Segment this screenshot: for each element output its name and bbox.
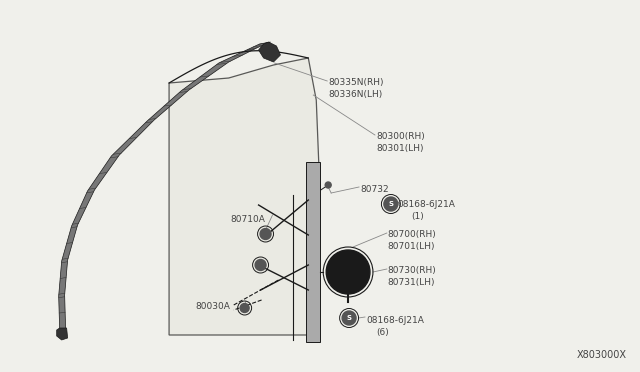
Polygon shape	[307, 162, 320, 342]
Circle shape	[260, 228, 271, 240]
Circle shape	[342, 311, 356, 325]
Text: X803000X: X803000X	[577, 350, 627, 360]
Text: 80335N(RH): 80335N(RH)	[328, 78, 384, 87]
Text: 80700(RH): 80700(RH)	[388, 230, 436, 239]
Text: 80336N(LH): 80336N(LH)	[328, 90, 383, 99]
Text: 80710A: 80710A	[231, 215, 266, 224]
Text: S: S	[347, 315, 351, 321]
Text: 80301(LH): 80301(LH)	[376, 144, 424, 153]
Text: (1): (1)	[412, 212, 424, 221]
Text: 80030A: 80030A	[195, 302, 230, 311]
Text: 08168-6J21A: 08168-6J21A	[366, 316, 424, 325]
Polygon shape	[59, 42, 271, 330]
Polygon shape	[57, 328, 68, 340]
Circle shape	[326, 250, 370, 294]
Text: 80731(LH): 80731(LH)	[388, 278, 435, 287]
Polygon shape	[259, 42, 280, 62]
Text: 80732: 80732	[360, 185, 388, 194]
Text: 80730(RH): 80730(RH)	[388, 266, 436, 275]
Text: 08168-6J21A: 08168-6J21A	[398, 200, 456, 209]
Text: S: S	[388, 201, 394, 207]
Text: 80701(LH): 80701(LH)	[388, 242, 435, 251]
Polygon shape	[169, 58, 320, 335]
Text: (6): (6)	[376, 328, 388, 337]
Text: 80300(RH): 80300(RH)	[376, 132, 425, 141]
Circle shape	[384, 197, 398, 211]
Circle shape	[240, 304, 249, 312]
Circle shape	[325, 182, 331, 188]
Circle shape	[255, 260, 266, 270]
